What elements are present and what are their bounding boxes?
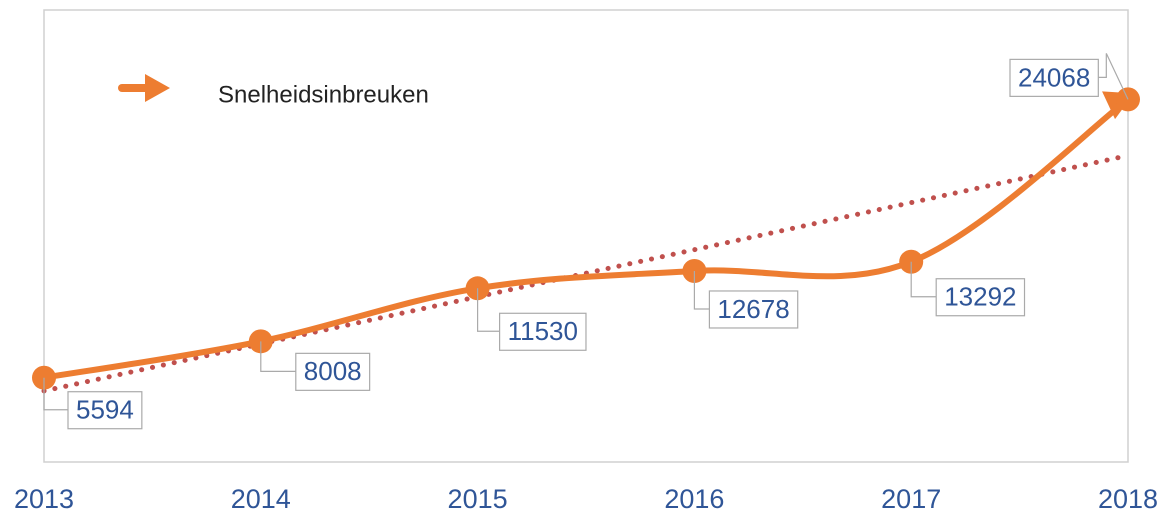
x-tick-label: 2013	[14, 484, 74, 514]
x-tick-label: 2017	[881, 484, 941, 514]
legend: Snelheidsinbreuken	[118, 50, 530, 148]
leader-line	[693, 270, 710, 310]
x-tick-label: 2014	[231, 484, 291, 514]
leader-line	[477, 288, 500, 332]
plot-border	[43, 9, 1129, 463]
data-label: 24068	[1018, 62, 1090, 92]
data-label: 12678	[717, 294, 789, 324]
legend-box	[195, 50, 530, 148]
data-label: 13292	[944, 282, 1016, 312]
leader-line	[1098, 53, 1129, 100]
leader-line	[43, 377, 68, 411]
data-label: 5594	[76, 395, 134, 425]
data-label-box	[1009, 58, 1099, 97]
data-label: 8008	[304, 356, 362, 386]
legend-arrow	[145, 74, 170, 102]
data-label-box	[935, 278, 1026, 317]
data-label-box	[499, 312, 587, 351]
x-tick-label: 2016	[664, 484, 724, 514]
series-line	[41, 96, 1131, 381]
x-tick-label: 2015	[448, 484, 508, 514]
data-label-box	[295, 352, 371, 391]
data-label: 11530	[508, 316, 578, 346]
legend-label: Snelheidsinbreuken	[218, 81, 429, 108]
data-label-box	[708, 290, 799, 329]
leader-line	[260, 341, 296, 372]
trendline	[41, 153, 1131, 394]
x-tick-label: 2018	[1098, 484, 1158, 514]
data-label-box	[67, 391, 143, 430]
leader-line	[910, 261, 937, 298]
